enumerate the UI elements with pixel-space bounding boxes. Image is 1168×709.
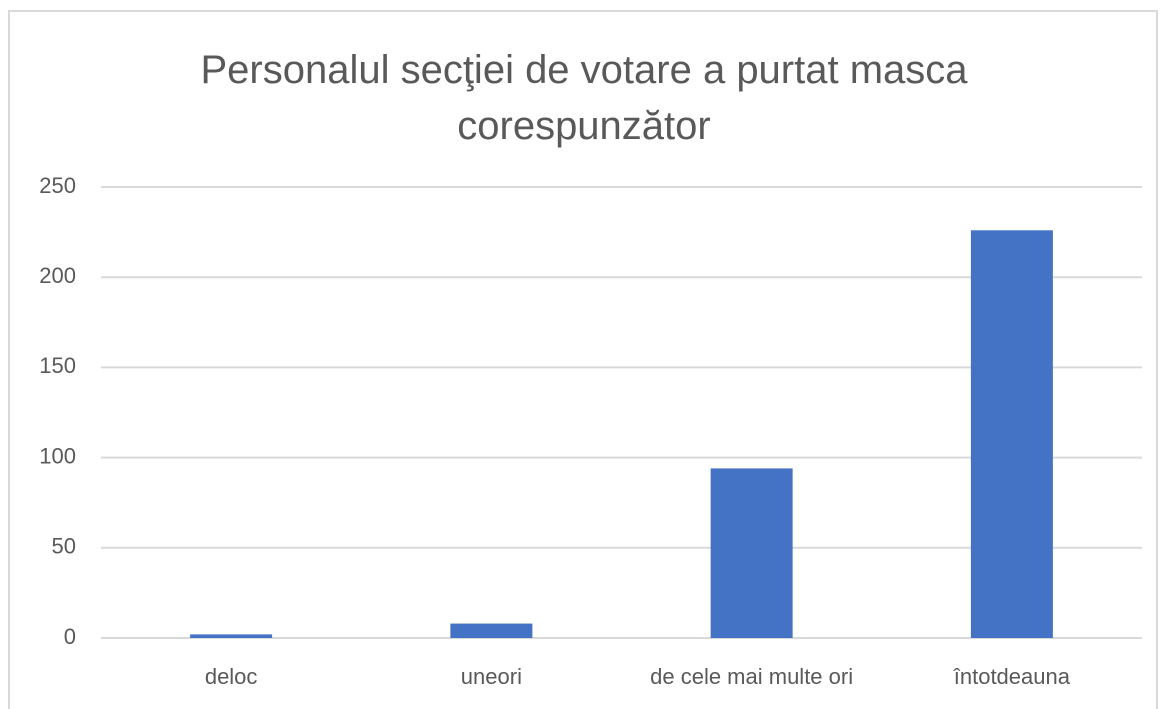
bar [450, 623, 533, 638]
bar [190, 634, 273, 638]
y-tick-label: 200 [39, 263, 76, 288]
y-tick-label: 100 [39, 443, 76, 468]
y-tick-label: 250 [39, 173, 76, 198]
bar [970, 230, 1053, 638]
x-tick-label: de cele mai multe ori [650, 664, 853, 689]
y-tick-label: 150 [39, 353, 76, 378]
x-tick-label: deloc [205, 664, 258, 689]
x-tick-label: uneori [461, 664, 522, 689]
y-tick-label: 0 [64, 624, 76, 649]
y-tick-label: 50 [52, 534, 76, 559]
bar [710, 468, 793, 638]
x-tick-label: întotdeauna [953, 664, 1071, 689]
chart-title: Personalul secţiei de votare a purtat ma… [200, 48, 968, 148]
chart-border [8, 10, 1158, 709]
